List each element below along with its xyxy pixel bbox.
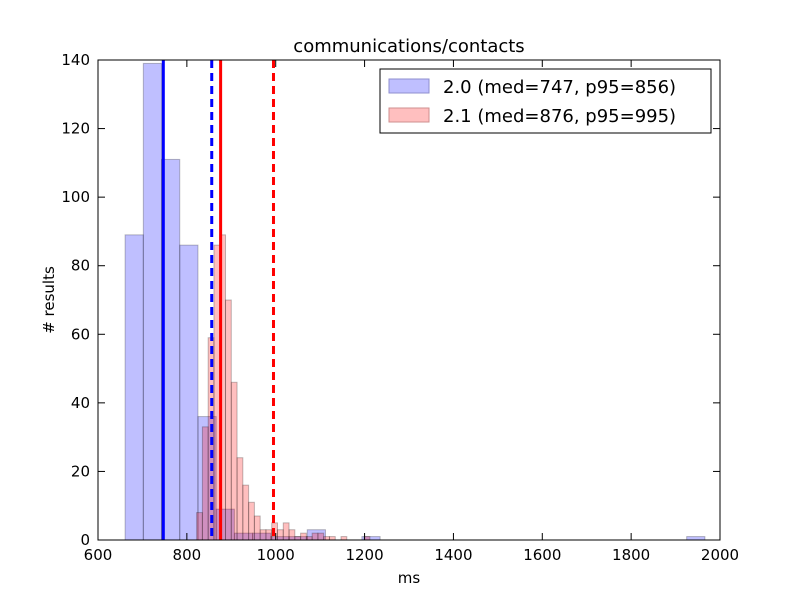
y-tick-label-5: 100 bbox=[61, 188, 90, 206]
bar-series-0-bin-14 bbox=[686, 536, 706, 541]
y-tick-label-6: 120 bbox=[61, 120, 90, 138]
bar-series-1-bin-20 bbox=[311, 532, 319, 541]
x-tick-label-2: 1000 bbox=[257, 546, 295, 564]
bar-series-1-bin-24 bbox=[340, 536, 348, 541]
legend-frame bbox=[379, 68, 712, 134]
x-tick-label-1: 800 bbox=[173, 546, 202, 564]
bar-series-1-bin-8 bbox=[242, 484, 250, 541]
y-axis-label: # results bbox=[40, 266, 58, 334]
legend-label-series-2-0: 2.0 (med=747, p95=856) bbox=[443, 77, 676, 98]
x-tick-label-3: 1200 bbox=[345, 546, 383, 564]
bar-series-1-bin-1 bbox=[201, 426, 209, 541]
bar-series-1-bin-3 bbox=[213, 244, 221, 541]
x-axis-label: ms bbox=[398, 569, 421, 587]
plot-area-frame bbox=[97, 59, 721, 541]
x-tick-label-7: 2000 bbox=[701, 546, 739, 564]
bar-series-1-bin-15 bbox=[282, 522, 290, 541]
axis-ticks-layer: 600 800 1000 1200 1400 1600 1800 2000 0 20 40 60 80 1… bbox=[61, 51, 739, 564]
bar-series-1-bin-5 bbox=[225, 299, 232, 541]
y-tick-label-1: 20 bbox=[71, 462, 90, 480]
x-tick-label-5: 1600 bbox=[523, 546, 561, 564]
bar-series-1-bin-23 bbox=[328, 536, 336, 541]
legend-label-series-2-1: 2.1 (med=876, p95=995) bbox=[443, 106, 676, 127]
bar-series-1-bin-21 bbox=[317, 532, 325, 541]
x-tick-label-4: 1400 bbox=[434, 546, 472, 564]
y-tick-label-4: 80 bbox=[71, 257, 90, 275]
bar-series-1-bin-17 bbox=[294, 536, 302, 541]
chart-title: communications/contacts bbox=[293, 36, 524, 57]
y-tick-label-0: 0 bbox=[80, 531, 90, 549]
bar-series-1-bin-16 bbox=[288, 529, 296, 541]
bar-series-1-bin-14 bbox=[276, 529, 284, 541]
bar-series-1-bin-0 bbox=[196, 512, 203, 541]
y-tick-label-2: 40 bbox=[71, 394, 90, 412]
y-tick-label-3: 60 bbox=[71, 325, 90, 343]
bar-series-1-bin-10 bbox=[253, 515, 261, 541]
reference-lines-layer bbox=[161, 60, 275, 540]
bar-series-1-bin-19 bbox=[305, 536, 313, 541]
bar-series-1-bin-22 bbox=[323, 536, 330, 541]
x-tick-label-6: 1800 bbox=[612, 546, 650, 564]
legend-swatch-series-2-0 bbox=[388, 78, 430, 94]
legend: 2.0 (med=747, p95=856) 2.1 (med=876, p95… bbox=[379, 68, 712, 134]
bar-series-1-bin-6 bbox=[230, 381, 238, 541]
y-tick-label-7: 140 bbox=[61, 51, 90, 69]
bar-series-1-bin-12 bbox=[265, 529, 273, 541]
bar-series-1-bin-9 bbox=[248, 501, 255, 541]
bar-series-1-bin-11 bbox=[259, 529, 267, 541]
bar-series-1-bin-18 bbox=[300, 532, 307, 541]
x-tick-label-0: 600 bbox=[84, 546, 113, 564]
legend-swatch-series-2-1 bbox=[388, 107, 430, 123]
bar-series-1-bin-7 bbox=[236, 457, 244, 541]
bar-series-0-bin-1 bbox=[142, 62, 163, 541]
bar-series-0-bin-3 bbox=[179, 244, 199, 541]
bar-series-0-bin-0 bbox=[124, 234, 144, 541]
